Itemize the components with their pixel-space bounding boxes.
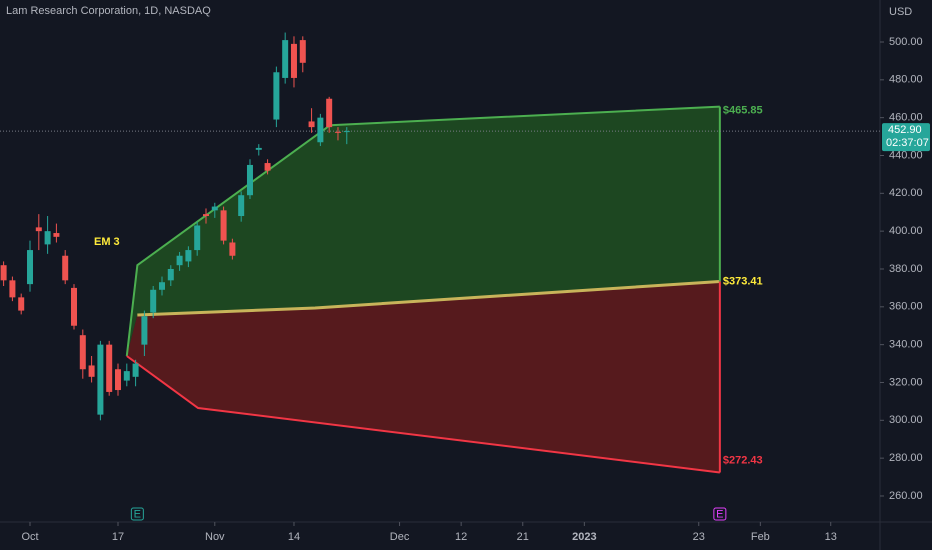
countdown-label: 02:37:07	[886, 137, 929, 149]
x-tick-label: 17	[112, 531, 124, 543]
y-tick-label: 460.00	[889, 112, 923, 124]
candle-body	[343, 131, 350, 133]
last-price-box	[882, 123, 930, 152]
candle-body	[88, 365, 95, 377]
lower-zone	[126, 281, 720, 473]
candle-body	[18, 297, 25, 311]
em-label: EM 3	[94, 236, 120, 248]
candle-body	[9, 280, 16, 298]
candle-body	[290, 43, 297, 78]
candle-body	[27, 250, 34, 285]
candle-body	[229, 242, 236, 256]
candle-body	[176, 255, 183, 266]
y-tick-label: 340.00	[889, 339, 923, 351]
y-tick-label: 400.00	[889, 225, 923, 237]
x-tick-label: Feb	[751, 531, 770, 543]
chart-title: Lam Research Corporation, 1D, NASDAQ	[6, 5, 211, 17]
x-tick-label: 13	[825, 531, 837, 543]
em-lower-label: $272.43	[723, 454, 763, 466]
x-tick-label: Nov	[205, 531, 225, 543]
em-mid-label: $373.41	[723, 275, 763, 287]
candle-body	[132, 363, 139, 377]
x-tick-label: 2023	[572, 531, 596, 543]
candle-body	[35, 227, 42, 232]
y-tick-label: 300.00	[889, 414, 923, 426]
x-tick-label: Dec	[390, 531, 410, 543]
candle-body	[238, 195, 245, 217]
x-tick-label: 14	[288, 531, 300, 543]
candle-body	[255, 147, 262, 150]
candle-body	[123, 371, 130, 381]
event-marker	[713, 507, 727, 521]
y-tick-label: 260.00	[889, 490, 923, 502]
candle-body	[106, 344, 113, 392]
candle-body	[97, 344, 104, 415]
em-lower-line	[126, 355, 720, 474]
event-label: E	[134, 508, 141, 520]
candle-body	[299, 40, 306, 63]
candle-body	[317, 117, 324, 143]
y-tick-label: 440.00	[889, 149, 923, 161]
event-marker	[130, 507, 144, 521]
candle-body	[264, 163, 271, 171]
y-tick-label: 500.00	[889, 36, 923, 48]
candle-body	[167, 268, 174, 281]
em-upper-line	[125, 105, 720, 357]
candle-body	[308, 121, 315, 128]
candle-body	[211, 206, 218, 211]
y-tick-label: 380.00	[889, 263, 923, 275]
candle-body	[79, 335, 86, 370]
x-tick-label: 23	[693, 531, 705, 543]
candle-body	[0, 265, 7, 281]
candle-body	[114, 369, 121, 391]
candle-body	[141, 316, 148, 345]
y-tick-label: 360.00	[889, 301, 923, 313]
candle-body	[194, 225, 201, 251]
candle-body	[53, 233, 60, 237]
event-label: E	[716, 508, 723, 520]
em-mid-line	[137, 279, 720, 317]
candle-body	[62, 255, 69, 281]
candle-body	[282, 40, 289, 78]
x-tick-label: Oct	[21, 531, 38, 543]
currency-label: USD	[889, 6, 912, 18]
y-tick-label: 280.00	[889, 452, 923, 464]
candle-body	[273, 72, 280, 120]
y-tick-label: 420.00	[889, 187, 923, 199]
candle-body	[185, 250, 192, 262]
candle-body	[150, 289, 157, 313]
y-tick-label: 480.00	[889, 74, 923, 86]
y-tick-label: 320.00	[889, 376, 923, 388]
last-price-label: 452.90	[888, 124, 922, 136]
candle-body	[326, 98, 333, 128]
candle-body	[246, 164, 253, 196]
upper-zone	[126, 106, 720, 356]
candle-body	[334, 131, 341, 133]
candle-body	[158, 282, 165, 290]
em-upper-label: $465.85	[723, 104, 763, 116]
candle-body	[44, 231, 51, 245]
candle-body	[202, 214, 209, 217]
candle-body	[71, 287, 78, 326]
x-tick-label: 12	[455, 531, 467, 543]
candle-body	[220, 210, 227, 241]
x-tick-label: 21	[517, 531, 529, 543]
